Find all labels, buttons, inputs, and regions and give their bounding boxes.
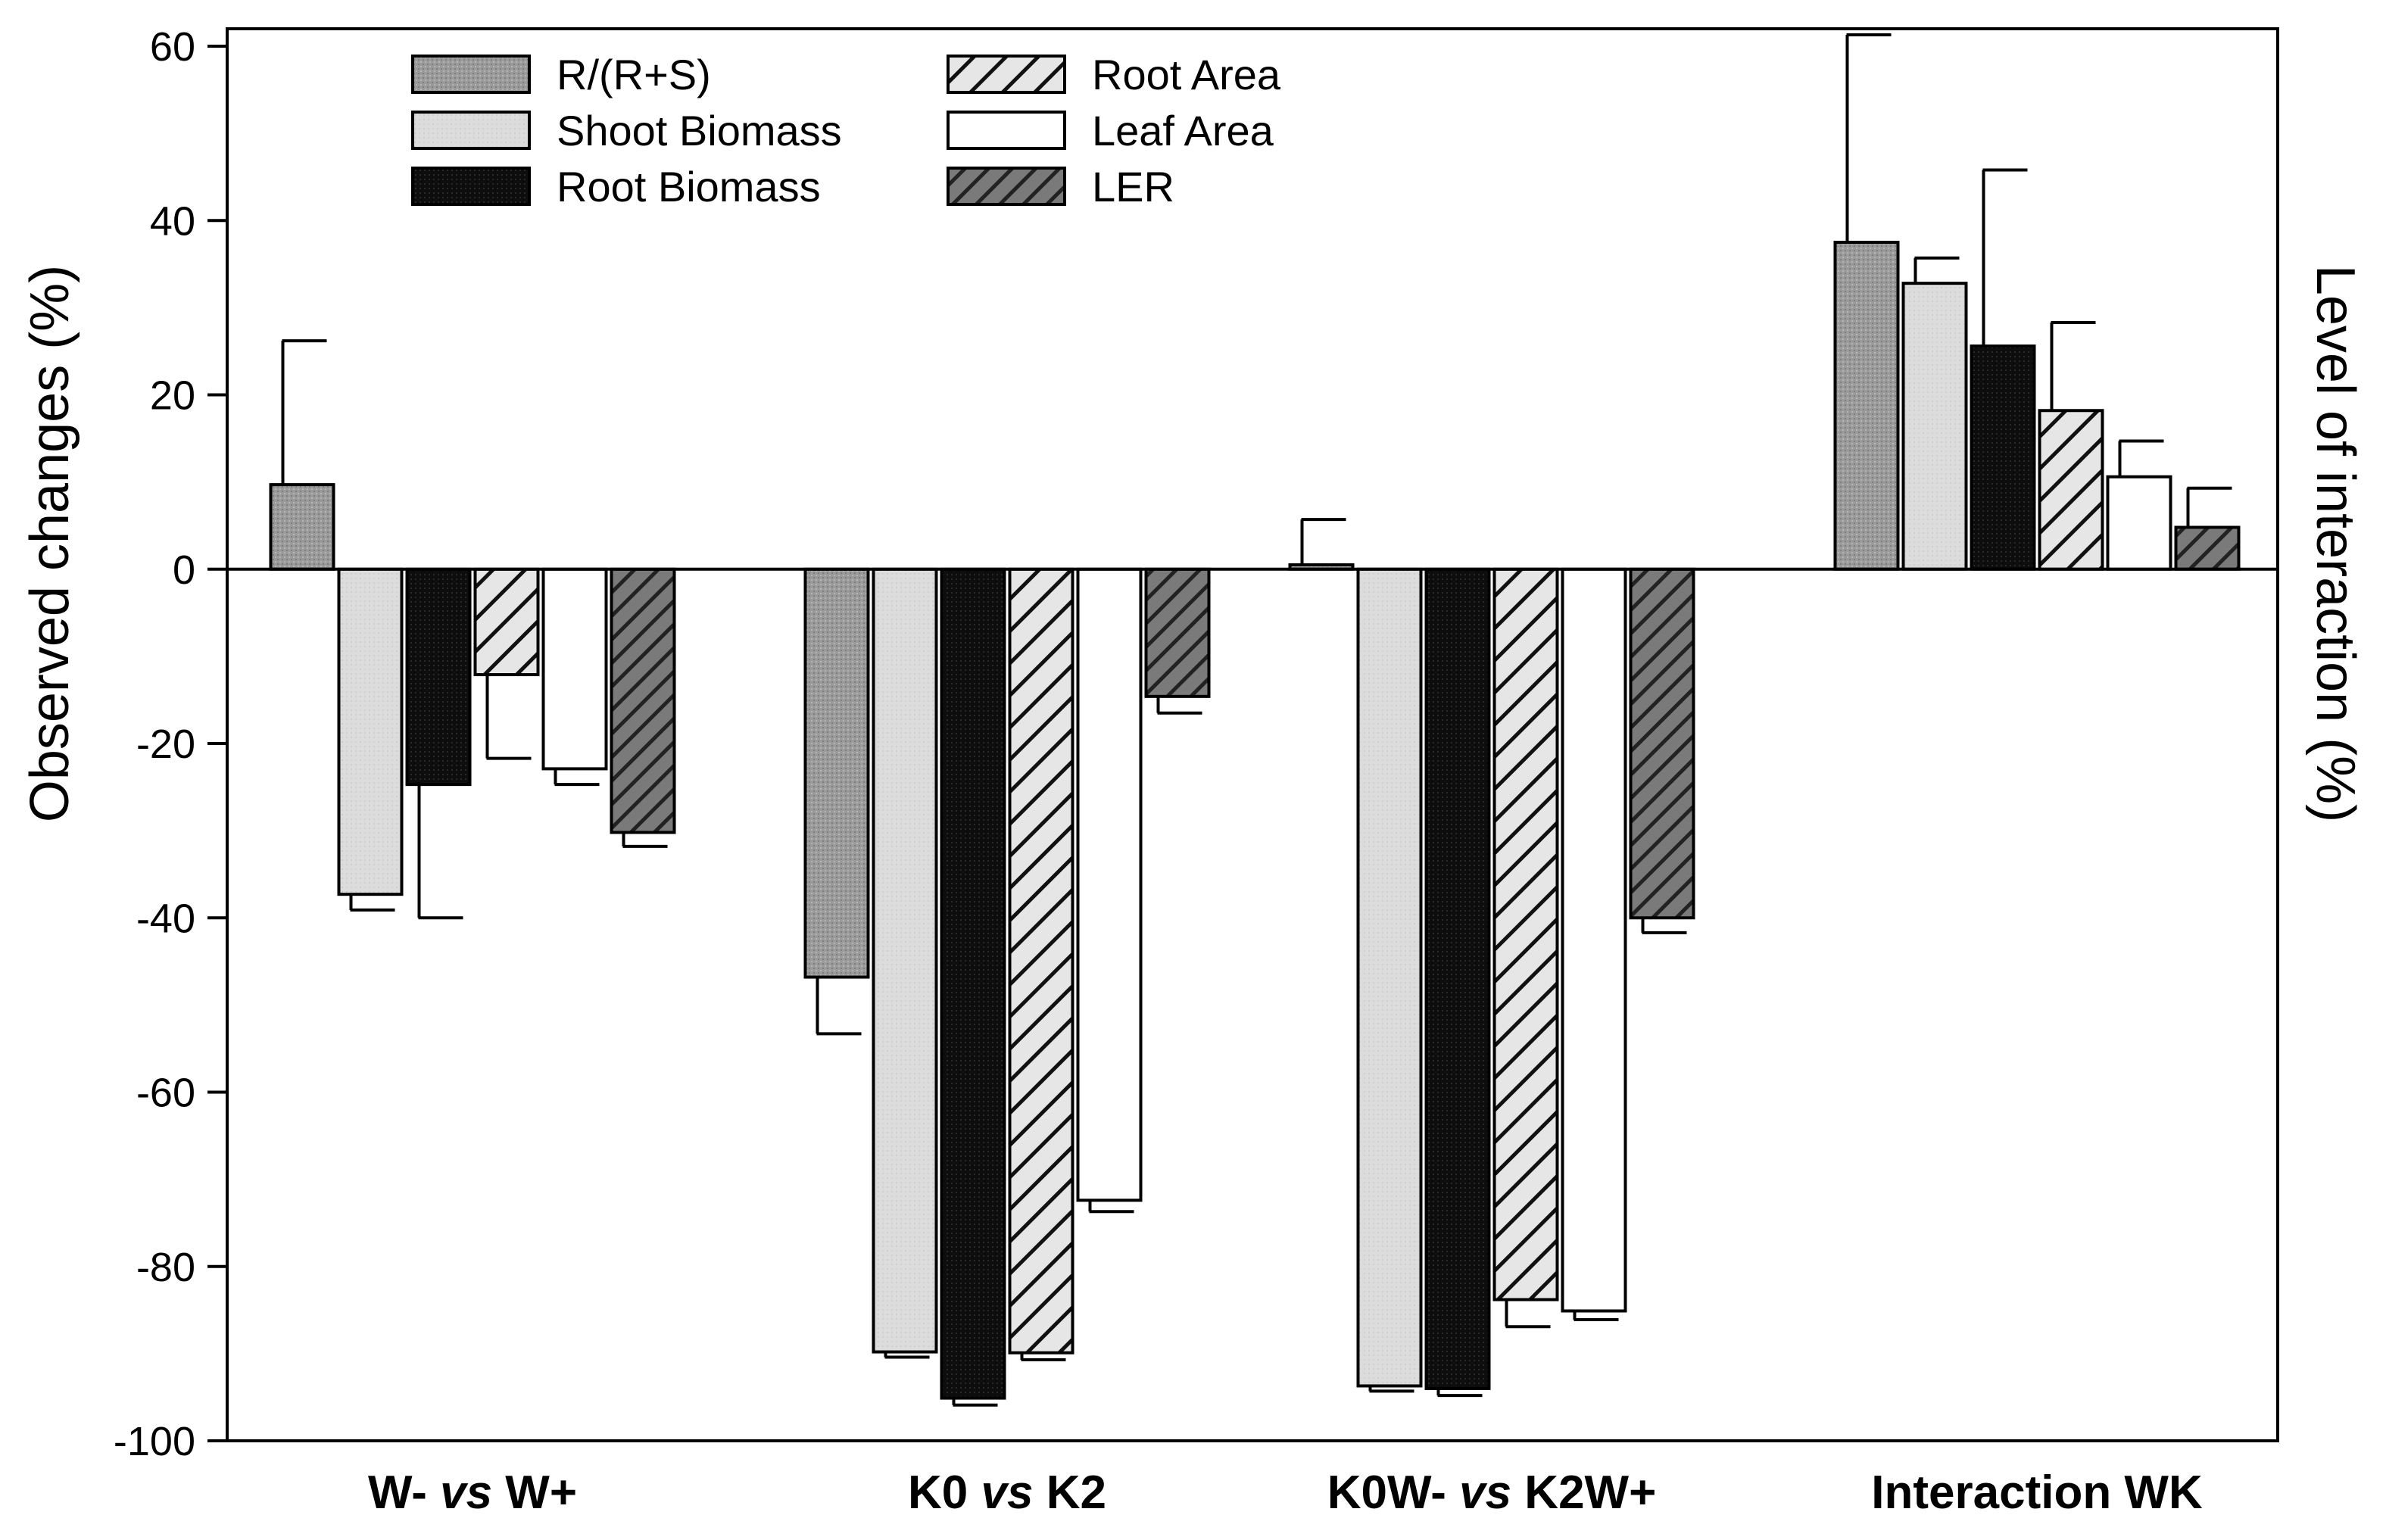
bar-ler-3 [1629, 567, 1695, 920]
bar-ler-2 [1144, 567, 1211, 698]
x-category-label-part: K2 [1033, 1467, 1106, 1519]
secondary-y-axis-title: Level of interaction (%) [2305, 265, 2366, 822]
plot-frame [226, 27, 2279, 1442]
y-axis-ticks: 60 40 20 0 -20 -40 -60 -80 -100 [114, 24, 227, 1464]
bars-layer [269, 241, 2241, 1400]
y-tick-label: -40 [136, 896, 195, 941]
y-tick-label: -60 [136, 1071, 195, 1116]
bar-root-biomass-3 [1424, 567, 1491, 1390]
x-category-label-part: Interaction WK [1871, 1467, 2203, 1519]
legend-swatch-root-area [947, 55, 1066, 94]
y-tick-label: -20 [136, 722, 195, 767]
x-category-label-part: K0W- [1327, 1467, 1459, 1519]
bar-ler-4 [2174, 525, 2241, 571]
bar-shoot-biomass-2 [872, 567, 938, 1354]
legend-swatch-r-r-s- [411, 55, 531, 94]
y-tick-label: -80 [136, 1245, 195, 1290]
x-category-label-part: vs [1459, 1467, 1511, 1519]
x-axis-category-labels: W- vs W+ K0 vs K2 K0W- vs K2W+ Interaction … [368, 1467, 2203, 1519]
bar-leaf-area-2 [1076, 567, 1143, 1202]
bar-shoot-biomass-1 [337, 567, 404, 896]
legend-swatch-shoot-biomass [411, 111, 531, 150]
y-tick-label: 20 [150, 373, 195, 419]
legend: R/(R+S) Shoot Biomass Root Biomass Root Are… [411, 51, 1281, 210]
bar-root-area-2 [1008, 567, 1074, 1355]
y-tick-label: 60 [150, 24, 195, 70]
x-category-label: W- vs W+ [368, 1467, 577, 1519]
bar-leaf-area-1 [541, 567, 608, 771]
legend-label: Shoot Biomass [557, 107, 842, 154]
bar-leaf-area-3 [1561, 567, 1627, 1313]
bar-r-r-s--1 [269, 483, 335, 571]
x-category-label: K0 vs K2 [908, 1467, 1106, 1519]
x-category-label: K0W- vs K2W+ [1327, 1467, 1657, 1519]
y-axis-title: Observed changes (%) [20, 265, 80, 822]
legend-swatch-ler [947, 167, 1066, 206]
bar-root-biomass-4 [1970, 344, 2036, 571]
x-category-label-part: K2W+ [1511, 1467, 1656, 1519]
bar-root-area-3 [1492, 567, 1559, 1302]
x-category-label-part: K0 [908, 1467, 981, 1519]
error-bars-layer [281, 33, 2232, 1407]
bar-root-biomass-1 [405, 567, 472, 787]
x-category-label-part: W+ [492, 1467, 577, 1519]
x-category-label: Interaction WK [1871, 1467, 2203, 1519]
x-category-label-part: vs [440, 1467, 492, 1519]
bar-root-area-1 [473, 567, 540, 677]
legend-label: Leaf Area [1092, 107, 1274, 154]
y-tick-label: 40 [150, 198, 195, 244]
bar-shoot-biomass-4 [1901, 282, 1968, 571]
legend-swatch-root-biomass [411, 167, 531, 206]
x-category-label-part: vs [981, 1467, 1034, 1519]
legend-label: Root Biomass [557, 163, 821, 210]
bar-r-r-s--2 [803, 567, 870, 979]
bar-leaf-area-4 [2106, 475, 2172, 571]
legend-label: Root Area [1092, 51, 1281, 98]
bar-r-r-s--4 [1833, 241, 1900, 571]
y-tick-label: -100 [114, 1419, 195, 1464]
bar-root-biomass-2 [940, 567, 1006, 1400]
x-category-label-part: W- [368, 1467, 440, 1519]
y-tick-label: 0 [173, 547, 195, 593]
legend-swatch-leaf-area [947, 111, 1066, 150]
bar-root-area-4 [2038, 409, 2104, 571]
bar-ler-1 [610, 567, 676, 834]
bar-shoot-biomass-3 [1356, 567, 1423, 1388]
legend-label: LER [1092, 163, 1174, 210]
legend-label: R/(R+S) [557, 51, 711, 98]
